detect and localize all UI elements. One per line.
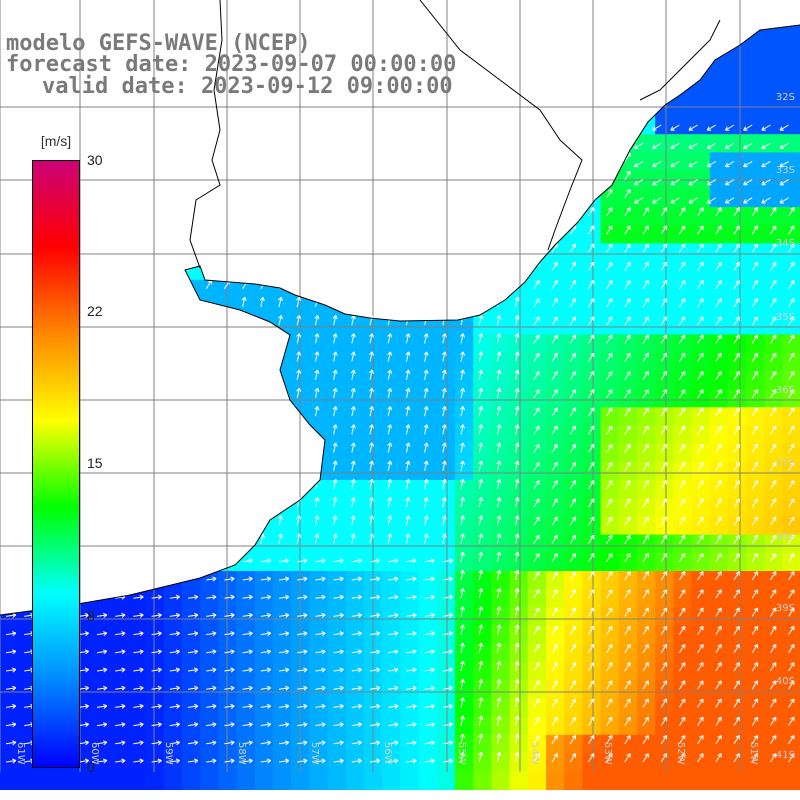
latitude-label: 38S	[776, 532, 795, 543]
longitude-label: 60W	[89, 742, 100, 765]
longitude-label: 58W	[236, 742, 247, 765]
longitude-label: 52W	[675, 742, 686, 765]
latitude-label: 34S	[776, 238, 795, 249]
colorbar-tick-15: 15	[87, 455, 103, 471]
coastline	[0, 0, 800, 616]
latitude-label: 37S	[776, 458, 795, 469]
model-title: modelo GEFS-WAVE (NCEP)	[6, 31, 311, 56]
longitude-label: 53W	[602, 742, 613, 765]
border-uruguay-brazil	[419, 0, 583, 251]
longitude-label: 56W	[382, 742, 393, 765]
latitude-label: 39S	[776, 603, 795, 614]
latitude-label: 33S	[776, 165, 795, 176]
colorbar-tick-30: 30	[87, 152, 103, 168]
land-area	[0, 0, 800, 615]
latitude-labels: 32S 33S 34S 35S 36S 37S 38S 39S 40S 41S	[776, 92, 795, 761]
longitude-label: 61W	[15, 742, 26, 765]
colorbar-unit: [m/s]	[40, 133, 72, 149]
latitude-label: 35S	[776, 312, 795, 323]
longitude-label: 51W	[748, 742, 759, 765]
colorbar	[32, 160, 80, 768]
longitude-label: 54W	[529, 742, 540, 765]
longitude-label: 57W	[309, 742, 320, 765]
longitude-label: 55W	[456, 742, 467, 765]
forecast-date: forecast date: 2023-09-07 00:00:00	[6, 52, 457, 77]
lagoon-coast	[639, 19, 721, 101]
colorbar-tick-0: 0	[87, 759, 95, 775]
latitude-label: 40S	[776, 676, 795, 687]
colorbar-tick-22: 22	[87, 303, 103, 319]
latitude-label: 41S	[776, 750, 795, 761]
colorbar-tick-8: 8	[87, 608, 95, 624]
valid-date: valid date: 2023-09-12 09:00:00	[42, 74, 453, 99]
latitude-label: 36S	[776, 385, 795, 396]
longitude-labels: 61W 60W 59W 58W 57W 56W 55W 54W 53W 52W 51W	[15, 742, 759, 765]
river-uruguay	[189, 0, 223, 269]
wind-arrows	[5, 124, 795, 764]
graticule	[0, 0, 800, 772]
coastline-path	[0, 24, 800, 616]
longitude-label: 59W	[163, 742, 174, 765]
latitude-label: 32S	[776, 92, 795, 103]
